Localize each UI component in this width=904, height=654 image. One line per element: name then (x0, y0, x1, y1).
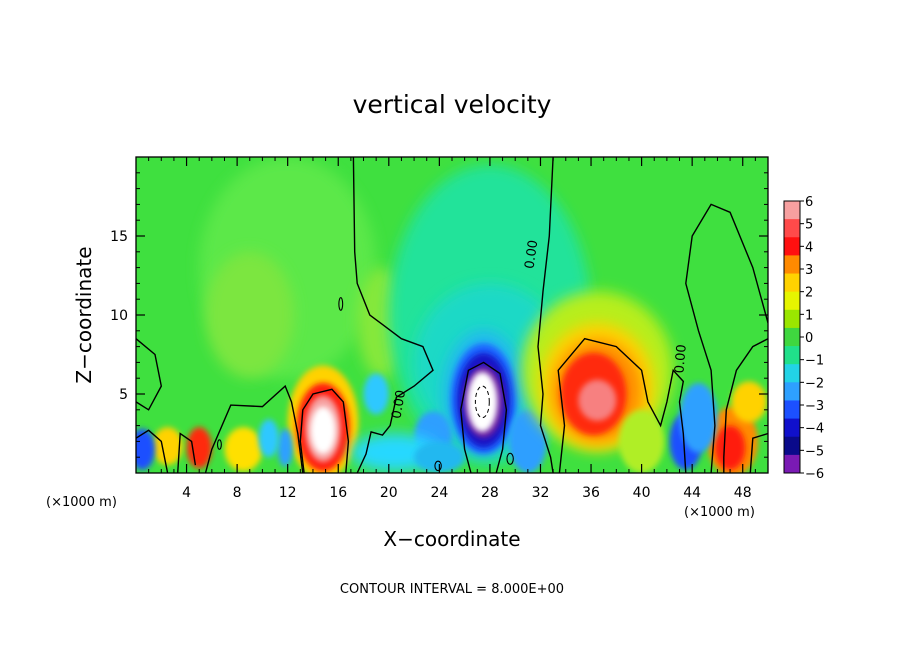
colorbar-swatch (784, 201, 800, 220)
y-tick-label: 5 (119, 387, 128, 403)
contour-interval-note: CONTOUR INTERVAL = 8.000E+00 (340, 582, 564, 597)
small-contour-loop (506, 452, 514, 465)
colorbar-tick-label: −2 (805, 376, 824, 391)
zero-contour-line (136, 338, 163, 411)
colorbar-swatch (784, 309, 800, 329)
velocity-blob (618, 409, 665, 473)
velocity-blob (363, 373, 389, 415)
contour-label: 0.00 (672, 344, 689, 374)
colorbar-tick-label: −4 (805, 422, 824, 437)
colorbar-swatch (784, 454, 800, 474)
colorbar-tick-label: 3 (805, 263, 813, 278)
colorbar-tick-label: 1 (805, 308, 813, 323)
x-tick-label: 48 (734, 485, 752, 501)
velocity-blob (508, 409, 547, 473)
velocity-blob (578, 379, 617, 421)
x-tick-label: 4 (182, 485, 191, 501)
colorbar-tick-label: 5 (805, 218, 813, 233)
x-tick-label: 36 (582, 485, 600, 501)
colorbar-swatch (784, 382, 800, 401)
colorbar-swatch (784, 364, 800, 383)
colorbar-tick-label: −1 (805, 354, 824, 369)
zero-contour-line (177, 432, 197, 473)
zero-contour-line (557, 337, 687, 473)
small-contour-loop (338, 297, 344, 311)
x-tick-label: 28 (481, 485, 499, 501)
plot-area (136, 157, 768, 473)
colorbar-swatch (784, 291, 800, 311)
colorbar-swatch (784, 436, 800, 456)
x-tick-label: 12 (279, 485, 297, 501)
x-tick-label: 44 (683, 485, 701, 501)
contour-label: 0.00 (523, 239, 542, 270)
colorbar-tick-label: 2 (805, 286, 813, 301)
x-axis-label: X−coordinate (383, 527, 520, 551)
y-axis-label: Z−coordinate (72, 246, 96, 383)
velocity-blob (731, 381, 767, 423)
velocity-blob (714, 425, 746, 470)
x-tick-label: 40 (633, 485, 651, 501)
y-tick-label: 15 (110, 229, 128, 245)
colorbar-swatch (784, 400, 800, 420)
small-contour-loop (434, 460, 442, 472)
zero-contour-line (685, 203, 768, 473)
velocity-blob (258, 419, 279, 458)
colorbar-swatch (784, 327, 800, 347)
zero-contour-line (299, 388, 350, 473)
colorbar-tick-label: −5 (805, 444, 824, 459)
colorbar: 6 5 4 3 2 1 0 −1 −2 −3 −4 −5 −6 (783, 195, 824, 482)
colorbar-swatch (784, 273, 800, 293)
zero-contours: 0.00 0.00 0.00 (136, 157, 768, 473)
colorbar-swatch (784, 255, 800, 275)
velocity-blob (224, 427, 263, 472)
velocity-blob (467, 371, 498, 432)
colorbar-tick-label: −6 (805, 467, 824, 482)
velocity-blob (277, 428, 293, 467)
colorbar-swatch (784, 219, 800, 238)
zero-contour-line (749, 432, 768, 473)
colorbar-swatch (784, 418, 800, 438)
velocity-blob (310, 406, 336, 455)
colorbar-tick-label: 0 (805, 331, 813, 346)
colorbar-tick-label: 4 (805, 240, 813, 255)
zero-contour-line (723, 338, 768, 473)
colorbar-swatch (784, 346, 800, 365)
x-unit-left: (×1000 m) (46, 495, 117, 510)
velocity-blob (414, 441, 465, 473)
y-tick-label: 10 (110, 308, 128, 324)
contour-label: 0.00 (389, 389, 409, 420)
small-contour-loop (216, 439, 222, 450)
chart-title: vertical velocity (353, 90, 552, 119)
negative-contour-line (474, 385, 490, 419)
x-unit-right: (×1000 m) (684, 505, 755, 520)
velocity-blob (186, 427, 212, 469)
zero-contour-line (352, 157, 434, 473)
zero-contour-line (460, 361, 508, 473)
x-tick-label: 24 (430, 485, 448, 501)
velocity-blob (152, 427, 183, 466)
x-tick-label: 16 (329, 485, 347, 501)
zero-contour-line (204, 384, 304, 473)
velocity-blob (679, 382, 718, 453)
velocity-blob (205, 251, 294, 379)
y-axis-ticks: 5 10 15 (110, 172, 768, 458)
zero-contour-line (537, 157, 554, 473)
x-tick-label: 20 (380, 485, 398, 501)
zero-contour-line (136, 429, 169, 473)
x-tick-label: 8 (233, 485, 242, 501)
x-tick-label: 32 (532, 485, 550, 501)
colorbar-tick-label: −3 (805, 399, 824, 414)
colorbar-tick-label: 6 (805, 195, 813, 210)
velocity-blob (136, 428, 155, 470)
colorbar-swatch (784, 237, 800, 256)
x-axis-ticks: 4 8 12 16 20 24 28 32 36 40 44 48 (148, 157, 756, 501)
